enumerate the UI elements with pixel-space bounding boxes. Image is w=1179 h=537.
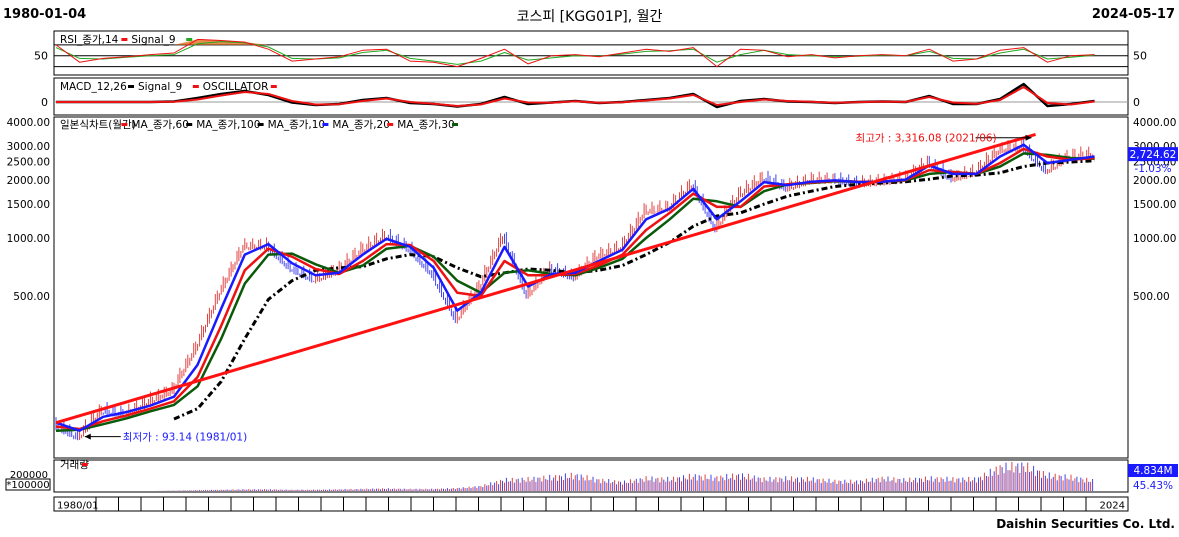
high-annotation: 최고가 : 3,316.08 (2021/06) bbox=[856, 133, 997, 145]
trend-line bbox=[55, 132, 1036, 425]
rsi-signal-line bbox=[55, 41, 1095, 65]
legend-item-5: MA_종가,30 bbox=[397, 119, 455, 131]
price-y-tick-left: 2500.00 bbox=[7, 156, 50, 168]
macd-signal-line bbox=[56, 86, 1095, 107]
legend-item-0: RSI_종가,14 bbox=[60, 34, 119, 46]
price-y-tick-left: 1500.00 bbox=[7, 199, 50, 211]
legend-bg bbox=[57, 118, 527, 131]
price-y-tick-left: 2000.00 bbox=[7, 175, 50, 187]
legend-item-1: Signal_9 bbox=[131, 34, 175, 46]
last-volume-value: 4.834M bbox=[1133, 465, 1172, 477]
price-y-tick-left: 500.00 bbox=[13, 291, 50, 303]
x-tick-label: 1980/01 bbox=[57, 501, 99, 512]
company-footer: Daishin Securities Co. Ltd. bbox=[996, 517, 1175, 531]
low-annotation: 최저가 : 93.14 (1981/01) bbox=[123, 432, 247, 444]
price-y-tick-right: 4000.00 bbox=[1133, 117, 1176, 129]
ma30-line bbox=[55, 152, 1095, 432]
ma20-line bbox=[55, 147, 1095, 431]
last-volume-badge bbox=[1128, 464, 1178, 477]
volume-change: 45.43% bbox=[1133, 480, 1173, 492]
rsi-frame bbox=[53, 30, 1129, 76]
last-price-badge bbox=[1128, 147, 1178, 162]
volume-unit: *100000 bbox=[6, 480, 49, 491]
high-arrow-head bbox=[1025, 134, 1032, 141]
legend-item-2: OSCILLATOR bbox=[203, 81, 269, 93]
legend-item-0: 거래량 bbox=[60, 459, 89, 471]
chart-title: 코스피 [KGG01P], 월간 bbox=[516, 9, 663, 25]
macd-frame bbox=[53, 77, 1129, 116]
x-tick-label: 2024 bbox=[1100, 501, 1125, 512]
low-arrow-head bbox=[84, 433, 91, 440]
rsi-y-tick-right: 50 bbox=[1133, 50, 1147, 63]
end-date: 2024-05-17 bbox=[1091, 7, 1175, 22]
macd-y-tick-right: 0 bbox=[1133, 96, 1140, 109]
price-y-tick-right: 1500.00 bbox=[1133, 199, 1176, 211]
legend-item-0: 일본식차트(월간) bbox=[60, 118, 136, 131]
macd-y-tick-left: 0 bbox=[41, 96, 48, 109]
ma10-line bbox=[55, 143, 1095, 432]
header: 1980-01-04 코스피 [KGG01P], 월간 2024-05-17 bbox=[0, 0, 1179, 30]
legend-item-2: MA_종가,100 bbox=[196, 119, 260, 131]
legend-item-3: MA_종가,10 bbox=[268, 119, 326, 131]
rsi-y-tick-left: 50 bbox=[34, 50, 48, 63]
legend-item-1: Signal_9 bbox=[138, 81, 182, 93]
price-y-tick-left: 4000.00 bbox=[7, 117, 50, 129]
legend-item-4: MA_종가,20 bbox=[332, 119, 390, 131]
ma60-line bbox=[173, 159, 1095, 421]
price-frame bbox=[53, 116, 1129, 459]
start-date: 1980-01-04 bbox=[3, 7, 87, 22]
price-y-tick-right: 2000.00 bbox=[1133, 175, 1176, 187]
volume-y-tick: 200000 bbox=[10, 470, 48, 481]
rsi-line bbox=[55, 38, 1095, 68]
last-price-value: 2,724.62 bbox=[1130, 149, 1177, 161]
price-y-tick-left: 1000.00 bbox=[7, 233, 50, 245]
legend-item-0: MACD_12,26 bbox=[60, 81, 127, 93]
legend-item-1: MA_종가,60 bbox=[131, 119, 189, 131]
price-y-tick-left: 3000.00 bbox=[7, 141, 50, 153]
price-change: -1.03% bbox=[1134, 163, 1171, 175]
price-y-tick-right: 1000.00 bbox=[1133, 233, 1176, 245]
unit-box bbox=[5, 478, 51, 491]
price-y-tick-right: 500.00 bbox=[1133, 291, 1170, 303]
